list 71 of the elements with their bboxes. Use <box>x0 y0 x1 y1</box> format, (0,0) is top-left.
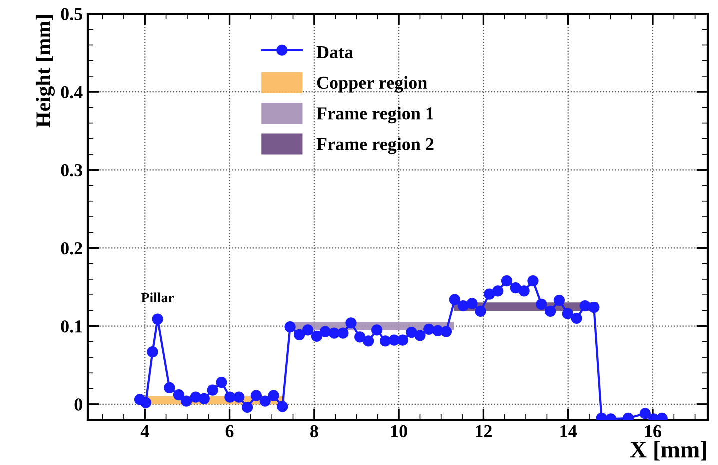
point <box>545 306 556 318</box>
x-tick-label: 10 <box>391 425 408 438</box>
x-tick-label: 14 <box>560 425 578 438</box>
point <box>580 300 591 312</box>
point <box>371 324 383 336</box>
point <box>424 324 435 335</box>
x-tick-label: 8 <box>310 425 318 438</box>
point <box>164 382 176 394</box>
point <box>501 275 513 287</box>
point <box>198 393 210 404</box>
y-axis-title: Height [mm] <box>36 16 56 128</box>
point <box>484 288 496 300</box>
point <box>260 396 271 407</box>
point <box>397 334 408 346</box>
legend-label: Data <box>316 46 354 58</box>
y-tick-label: 0 <box>74 398 82 411</box>
point <box>562 308 574 320</box>
legend-label: Frame region 2 <box>316 138 434 154</box>
y-tick-label: 0.2 <box>61 242 82 255</box>
point <box>181 396 192 407</box>
point <box>406 327 418 338</box>
point <box>510 282 522 294</box>
point <box>302 324 314 336</box>
point <box>320 326 331 338</box>
point <box>528 275 539 287</box>
legend-label: Copper region <box>317 76 428 93</box>
x-axis-title: X [mm] <box>630 441 706 461</box>
y-tick-label: 0.4 <box>61 86 83 99</box>
point <box>458 300 469 312</box>
point <box>311 330 323 342</box>
point <box>328 328 340 339</box>
x-tick-label: 6 <box>226 425 234 438</box>
point <box>640 408 651 420</box>
point <box>492 286 504 297</box>
point <box>268 390 280 402</box>
point <box>588 302 600 314</box>
point <box>338 328 349 339</box>
point <box>147 346 158 358</box>
point <box>294 329 306 340</box>
x-tick-label: 12 <box>476 425 492 438</box>
x-tick-label: 4 <box>140 426 150 438</box>
point <box>224 392 236 403</box>
annotation: Pillar <box>141 292 174 303</box>
point <box>250 390 262 402</box>
point <box>346 318 357 329</box>
point <box>536 298 548 310</box>
point <box>466 298 478 310</box>
legend-label: Frame region 1 <box>316 107 434 124</box>
point <box>140 397 152 408</box>
point <box>207 384 218 396</box>
point <box>571 312 582 324</box>
point <box>414 330 426 342</box>
y-tick-label: 0.1 <box>61 320 82 333</box>
point <box>363 336 374 347</box>
point <box>152 314 164 325</box>
point <box>449 294 460 306</box>
point <box>284 322 296 333</box>
point <box>277 401 288 412</box>
point <box>173 389 185 401</box>
point <box>216 376 228 388</box>
point <box>554 294 566 306</box>
y-tick-label: 0.3 <box>61 164 83 177</box>
y-tick-label: 0.5 <box>61 8 82 21</box>
point <box>234 392 245 403</box>
point <box>475 306 486 318</box>
point <box>354 332 366 343</box>
point <box>518 286 530 297</box>
x-tick-label: 16 <box>645 425 662 438</box>
point <box>242 402 254 414</box>
point <box>440 326 452 338</box>
point <box>380 336 392 347</box>
